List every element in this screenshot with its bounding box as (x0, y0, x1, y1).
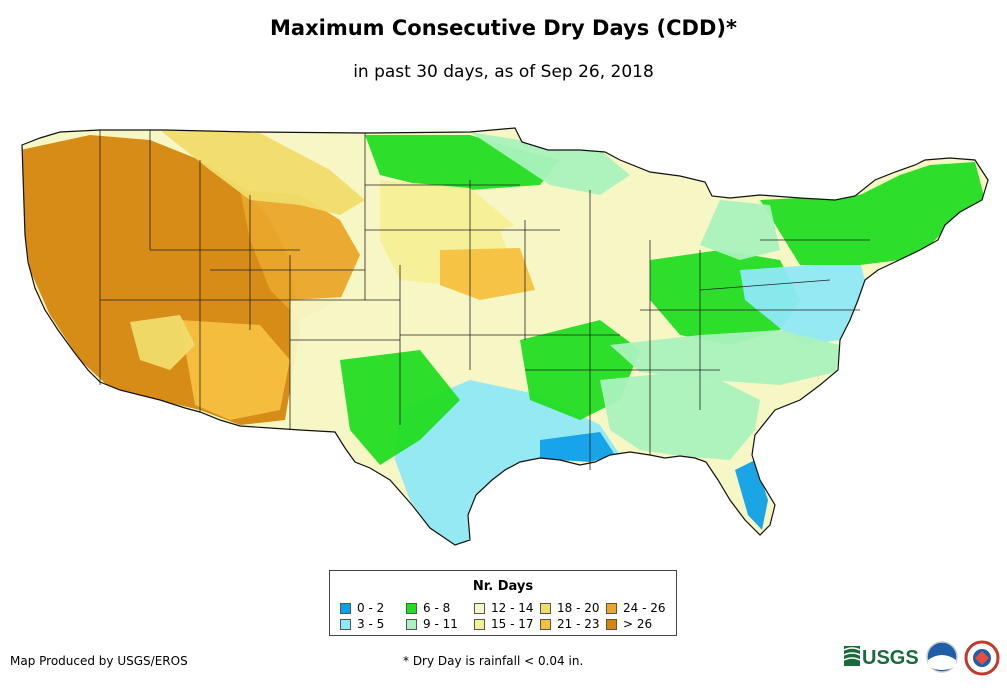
legend-label: 3 - 5 (357, 617, 385, 631)
legend-label: 9 - 11 (423, 617, 458, 631)
dry-day-region (500, 200, 650, 340)
legend-label: 21 - 23 (557, 617, 600, 631)
legend-item: 9 - 11 (406, 617, 458, 631)
legend: Nr. Days 0 - 2 3 - 5 6 - 8 9 - 11 12 - 1… (329, 570, 677, 636)
legend-label: 6 - 8 (423, 601, 451, 615)
legend-swatch (474, 602, 485, 614)
usgs-logo: USGS (843, 646, 919, 669)
dry-day-region (700, 200, 780, 260)
legend-swatch (406, 602, 417, 614)
legend-swatch (606, 618, 617, 630)
dry-day-region (760, 162, 985, 265)
agency-logos: USGS noaa (843, 640, 1000, 676)
legend-swatch (340, 618, 351, 630)
dry-day-region (540, 432, 615, 462)
dry-day-region (440, 248, 535, 300)
legend-item: 3 - 5 (340, 617, 384, 631)
dry-day-footnote: * Dry Day is rainfall < 0.04 in. (403, 654, 584, 668)
legend-swatch (540, 618, 551, 630)
legend-swatch (474, 618, 485, 630)
legend-item: 21 - 23 (540, 617, 600, 631)
legend-label: 12 - 14 (491, 601, 534, 615)
legend-label: 24 - 26 (623, 601, 666, 615)
nws-logo (964, 640, 1000, 676)
dry-day-region (130, 315, 195, 370)
dry-day-region (600, 370, 760, 460)
legend-label: 0 - 2 (357, 601, 385, 615)
map-title: Maximum Consecutive Dry Days (CDD)* (270, 16, 737, 40)
dry-day-region (395, 380, 620, 545)
legend-item: 6 - 8 (406, 601, 450, 615)
svg-text:noaa: noaa (935, 655, 950, 662)
legend-item: 18 - 20 (540, 601, 600, 615)
dry-day-region (240, 190, 360, 320)
state-border (699, 279, 831, 291)
legend-item: > 26 (606, 617, 652, 631)
svg-text:USGS: USGS (862, 647, 919, 669)
legend-swatch (606, 602, 617, 614)
legend-item: 0 - 2 (340, 601, 384, 615)
dry-day-region (180, 320, 290, 420)
map-subtitle: in past 30 days, as of Sep 26, 2018 (353, 62, 654, 82)
map-credit: Map Produced by USGS/EROS (10, 654, 188, 668)
legend-swatch (406, 618, 417, 630)
dry-day-region (740, 262, 870, 345)
legend-item: 24 - 26 (606, 601, 666, 615)
legend-item: 15 - 17 (474, 617, 534, 631)
legend-title: Nr. Days (472, 579, 534, 594)
dry-day-region (610, 330, 840, 385)
legend-item: 12 - 14 (474, 601, 534, 615)
legend-label: 15 - 17 (491, 617, 534, 631)
legend-label: > 26 (623, 617, 653, 631)
dry-day-region (470, 132, 630, 195)
dry-day-region (160, 130, 365, 215)
legend-label: 18 - 20 (557, 601, 600, 615)
legend-swatch (540, 602, 551, 614)
noaa-logo: noaa (926, 641, 958, 673)
legend-swatch (340, 602, 351, 614)
